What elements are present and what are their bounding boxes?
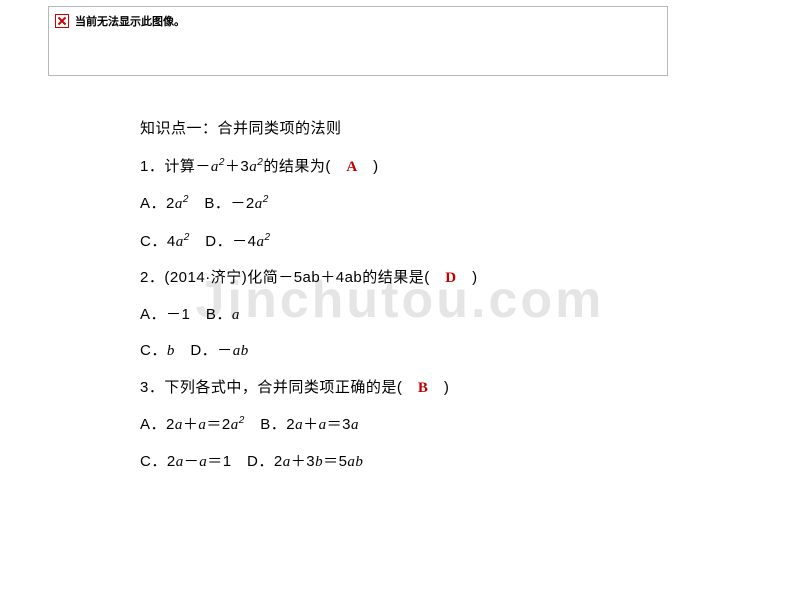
q2-options-ab: A．－1 B．a [140,304,680,327]
q3-D-i3: ab [347,454,363,470]
q1-mid1: ＋3 [225,158,249,175]
q2-lineC-mid: D．－ [175,342,233,359]
q1-term1-base: a [211,159,219,175]
q1-close: ) [358,158,379,175]
q1-optC-base: a [176,234,184,250]
broken-image-placeholder: 当前无法显示此图像。 [48,6,668,76]
q3-C-i2: a [199,454,207,470]
q3-B-i1: a [295,417,303,433]
q3-text: 3．下列各式中，合并同类项正确的是( [140,379,418,396]
q3-D-pre: D．2 [232,453,283,470]
q2-lineA: A．－1 B． [140,306,232,323]
q3-D-m2: ＝5 [323,453,347,470]
q3-B-m2: ＝3 [327,416,351,433]
q3-A-i1: a [175,417,183,433]
q1-options-ab: A．2a2 B．－2a2 [140,192,680,216]
q3-close: ) [428,379,449,396]
q3-options-cd: C．2a－a＝1 D．2a＋3b＝5ab [140,451,680,474]
q1-optB-sup: 2 [263,194,269,205]
q1-optC-pre: C．4 [140,233,176,250]
q3-B-m1: ＋ [303,416,319,433]
question-2: 2．(2014·济宁)化简－5ab＋4ab的结果是( D ) [140,267,680,290]
q1-answer: A [346,159,357,175]
q3-C-m2: ＝1 [207,453,231,470]
q2-lineC-ital: b [167,343,175,359]
q3-A-pre: A．2 [140,416,175,433]
q3-C-pre: C．2 [140,453,176,470]
q1-suffix: 的结果为( [263,158,346,175]
q3-C-i1: a [176,454,184,470]
q3-A-m2: ＝2 [206,416,230,433]
document-content: 知识点一：合并同类项的法则 1．计算－a2＋3a2的结果为( A ) A．2a2… [140,118,680,487]
q1-prefix: 1．计算－ [140,158,211,175]
q3-answer: B [418,380,429,396]
q3-D-i1: a [283,454,291,470]
broken-image-icon [55,14,69,28]
q1-optA-base: a [175,196,183,212]
q3-options-ab: A．2a＋a＝2a2 B．2a＋a＝3a [140,413,680,437]
q3-D-m1: ＋3 [291,453,315,470]
q3-D-i2: b [315,454,323,470]
q1-optD-sup: 2 [264,232,270,243]
q2-answer: D [445,270,456,286]
q3-A-i3: a [231,417,239,433]
broken-image-inner: 当前无法显示此图像。 [55,13,185,29]
q2-lineA-ital: a [232,307,240,323]
q1-optB-base: a [255,196,263,212]
q1-optA-pre: A．2 [140,195,175,212]
q1-optD-pre: D．－4 [190,233,257,250]
q3-A-m1: ＋ [183,416,199,433]
q2-options-cd: C．b D．－ab [140,340,680,363]
q2-close: ) [457,269,478,286]
q3-B-pre: B．2 [245,416,295,433]
q2-lineC-ital2: ab [233,343,249,359]
q3-B-i2: a [319,417,327,433]
q3-B-i3: a [351,417,359,433]
q2-text: 2．(2014·济宁)化简－5ab＋4ab的结果是( [140,269,445,286]
q1-options-cd: C．4a2 D．－4a2 [140,230,680,254]
q3-C-m1: － [184,453,200,470]
q2-lineC-pre: C． [140,342,167,359]
broken-image-text: 当前无法显示此图像。 [75,13,185,29]
question-1: 1．计算－a2＋3a2的结果为( A ) [140,155,680,179]
q1-optB-pre: B．－2 [189,195,255,212]
section-heading: 知识点一：合并同类项的法则 [140,118,680,141]
question-3: 3．下列各式中，合并同类项正确的是( B ) [140,377,680,400]
